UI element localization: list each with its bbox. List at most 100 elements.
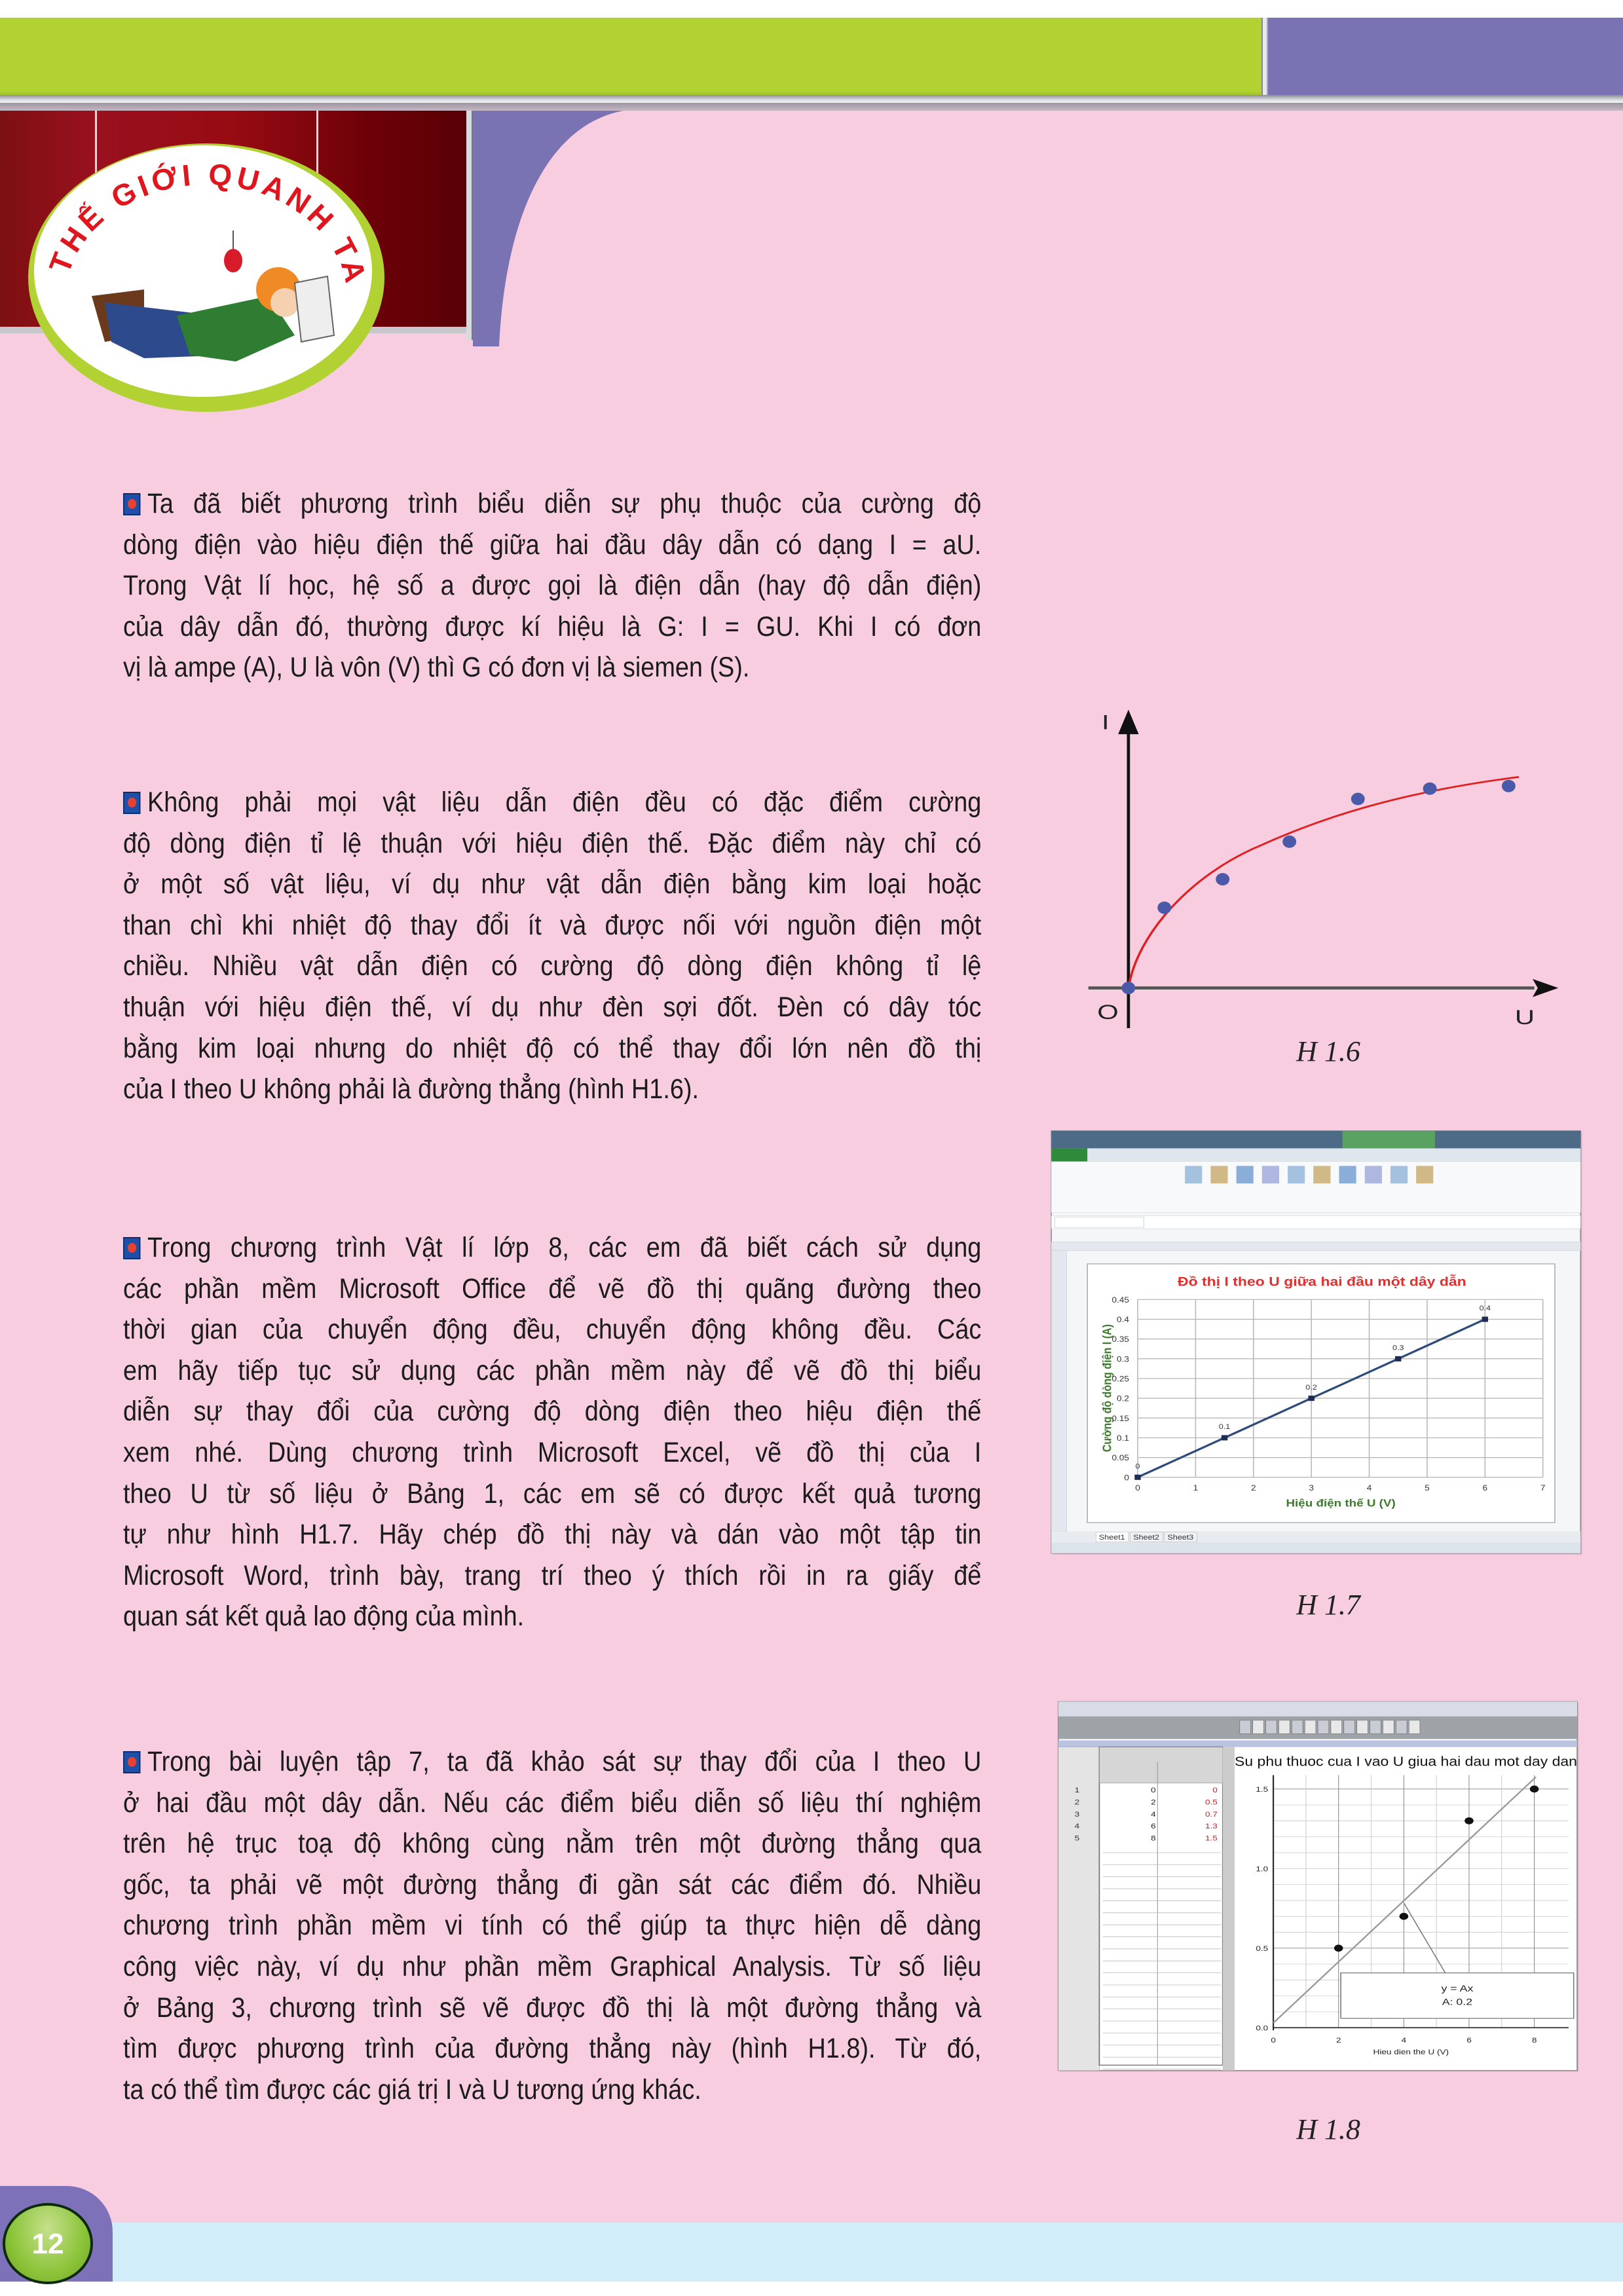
figure-caption: H 1.8 <box>1296 2113 1360 2145</box>
data-point <box>1282 835 1297 848</box>
data-point <box>1216 873 1230 886</box>
paragraph-line: ở hai đầu một dây dẫn. Nếu các điểm biểu… <box>123 1783 981 1824</box>
row-number: 5 <box>1075 1834 1080 1842</box>
toolbar-button <box>1317 1720 1330 1734</box>
data-table[interactable] <box>1098 1747 1223 2066</box>
toolbar-button <box>1304 1720 1316 1734</box>
paragraph-line: thời gian của chuyển động đều, chuyển độ… <box>123 1309 981 1350</box>
y-axis-title: Cường độ dòng điện I (A) <box>1100 1324 1115 1452</box>
sheet-tab <box>1095 1532 1129 1542</box>
line-text: diễn sự thay đổi của cường độ dòng điện … <box>123 1396 982 1428</box>
table-cell-i: 0.5 <box>1205 1798 1218 1806</box>
header-rule <box>0 95 1623 103</box>
data-point <box>1482 1316 1489 1322</box>
ribbon-button <box>1185 1166 1203 1184</box>
paragraph-line: thuận với hiệu điện thế, ví dụ như đèn s… <box>123 987 981 1028</box>
formula-bar[interactable] <box>1051 1215 1581 1229</box>
name-box[interactable] <box>1054 1217 1144 1228</box>
line-text: thuận với hiệu điện thế, ví dụ như đèn s… <box>123 991 982 1023</box>
paragraph-line: ta có thể tìm được các giá trị I và U tư… <box>123 2069 981 2111</box>
x-axis-arrow-icon <box>1532 978 1559 997</box>
data-point <box>1334 1944 1343 1952</box>
toolbar <box>1058 1716 1577 1739</box>
bullet-icon <box>123 792 141 814</box>
y-tick-label: 0.15 <box>1112 1415 1129 1423</box>
menu-bar[interactable] <box>1058 1701 1577 1716</box>
paragraph-line: chương trình phần mềm vi tính có thể giú… <box>123 1905 981 1946</box>
data-label: 0 <box>1136 1462 1141 1470</box>
ribbon-button <box>1288 1166 1305 1184</box>
line-text: độ dòng điện tỉ lệ thuận với hiệu điện t… <box>123 827 982 859</box>
line-text: Microsoft Word, trình bày, trang trí the… <box>123 1559 982 1591</box>
line-text: ở Bảng 3, chương trình sẽ vẽ được đồ thị… <box>123 1991 982 2024</box>
table-cell-i: 0.7 <box>1205 1810 1218 1818</box>
line-text: quan sát kết quả lao động của mình. <box>123 1601 525 1633</box>
paragraph-line: của dây dẫn đó, thường được kí hiệu là G… <box>123 606 981 648</box>
ribbon-tabs[interactable] <box>1051 1148 1581 1162</box>
y-tick-label: 1.0 <box>1256 1865 1268 1873</box>
data-point <box>1221 1435 1228 1441</box>
ribbon-button <box>1210 1166 1228 1184</box>
data-point <box>1351 792 1365 805</box>
data-point <box>1529 1785 1539 1793</box>
table-cell-u: 6 <box>1151 1823 1156 1830</box>
figure-caption: H 1.7 <box>1296 1589 1360 1621</box>
ribbon-button <box>1236 1166 1254 1184</box>
line-text: công việc này, ví dụ như phần mềm Graphi… <box>123 1950 982 1982</box>
toolbar-button <box>1356 1720 1368 1734</box>
table-cell-u: 8 <box>1151 1834 1156 1842</box>
line-text: của I theo U không phải là đường thẳng (… <box>123 1073 699 1105</box>
x-axis-title: Hiệu điện thế U (V) <box>1286 1497 1395 1509</box>
ribbon-button <box>1313 1166 1331 1184</box>
ribbon-button <box>1390 1166 1408 1184</box>
row-number: 2 <box>1075 1798 1080 1806</box>
row-number: 1 <box>1075 1787 1080 1794</box>
paragraph-line: tìm được phương trình của đường thẳng nà… <box>123 2028 981 2069</box>
table-cell-i: 1.5 <box>1205 1834 1218 1842</box>
y-tick-label: 0.4 <box>1117 1316 1129 1324</box>
toolbar-button <box>1370 1720 1381 1734</box>
section-logo: THẾ GIỚI QUANH TA <box>28 143 384 412</box>
toolbar-button <box>1292 1720 1303 1734</box>
data-label: 0.2 <box>1305 1384 1316 1392</box>
toolbar-button <box>1252 1720 1264 1734</box>
x-tick-label: 0 <box>1271 2036 1276 2044</box>
table-cell-u: 0 <box>1151 1787 1156 1794</box>
paragraph-line: Trong Vật lí học, hệ số a được gọi là đi… <box>123 565 981 606</box>
chart-title: Đồ thị I theo U giữa hai đầu một dây dẫn <box>1178 1274 1466 1289</box>
line-text: vị là ampe (A), U là vôn (V) thì G có đơ… <box>123 652 750 684</box>
x-tick-label: 7 <box>1540 1484 1546 1492</box>
line-text: chương trình phần mềm vi tính có thể giú… <box>123 1910 982 1942</box>
origin-label: O <box>1097 1000 1119 1024</box>
figure-h17-excel-screenshot: 0 0.05 0.1 0.15 0.2 0.25 0.3 0.35 0.4 0.45 0 1 2 3 4 5 6… <box>1051 1130 1582 1555</box>
decorative-curve <box>473 111 624 346</box>
status-bar <box>1051 1542 1581 1553</box>
curve-fit-box[interactable] <box>1340 1972 1575 2019</box>
y-tick-label: 0.35 <box>1112 1335 1129 1344</box>
toolbar-button <box>1383 1720 1394 1734</box>
sheet-tab-label: Sheet3 <box>1168 1534 1194 1542</box>
sheet-tab <box>1130 1532 1163 1542</box>
paragraph-line: Microsoft Word, trình bày, trang trí the… <box>123 1555 981 1597</box>
y-tick-label: 0.05 <box>1112 1454 1129 1462</box>
paragraph-line: tự như hình H1.7. Hãy chép đồ thị này và… <box>123 1514 981 1555</box>
line-text: Không phải mọi vật liệu dẫn điện đều có … <box>147 787 982 818</box>
y-axis-label: I <box>1102 710 1110 733</box>
column-headers <box>1051 1242 1581 1251</box>
paragraph-line: than chì khi nhiệt độ thay đổi ít và đượ… <box>123 905 981 946</box>
line-text: Trong Vật lí học, hệ số a được gọi là đi… <box>123 570 982 602</box>
file-tab[interactable] <box>1051 1148 1088 1162</box>
bullet-icon <box>123 1751 141 1773</box>
paragraph-line: ở Bảng 3, chương trình sẽ vẽ được đồ thị… <box>123 1988 981 2029</box>
row-headers <box>1051 1250 1068 1532</box>
bottom-margin <box>0 2282 1623 2296</box>
data-point <box>1308 1396 1315 1401</box>
data-point <box>1501 779 1516 792</box>
toolbar-button <box>1408 1720 1421 1734</box>
data-label: 0.4 <box>1480 1305 1491 1312</box>
paragraph-line: trên hệ trục toạ độ không cùng nằm trên … <box>123 1823 981 1864</box>
sheet-tab <box>1164 1532 1197 1542</box>
data-point <box>1399 1912 1409 1920</box>
row-headers <box>1058 1747 1100 2071</box>
fit-line <box>1273 1776 1537 2024</box>
